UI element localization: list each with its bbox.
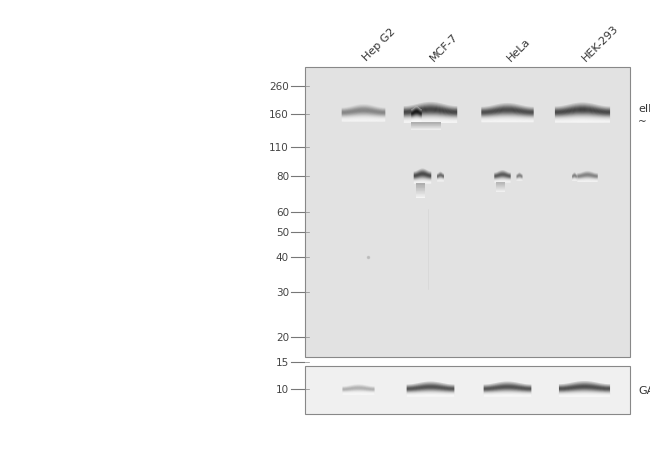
Text: eIF4G: eIF4G — [638, 104, 650, 114]
Bar — [305, 366, 630, 414]
Text: 10: 10 — [276, 384, 289, 394]
Text: 110: 110 — [269, 143, 289, 153]
Text: 60: 60 — [276, 207, 289, 217]
Text: 15: 15 — [276, 357, 289, 367]
Text: Hep G2: Hep G2 — [361, 26, 397, 63]
Text: HEK-293: HEK-293 — [580, 23, 620, 63]
Text: 50: 50 — [276, 228, 289, 238]
Text: 160: 160 — [269, 110, 289, 120]
Text: GAPDH: GAPDH — [638, 385, 650, 395]
Text: HeLa: HeLa — [505, 36, 532, 63]
Text: 40: 40 — [276, 253, 289, 263]
Bar — [305, 68, 630, 357]
Text: 260: 260 — [269, 82, 289, 92]
Text: 20: 20 — [276, 332, 289, 342]
Text: ~ 200 kDa: ~ 200 kDa — [638, 117, 650, 127]
Text: 30: 30 — [276, 288, 289, 298]
Text: MCF-7: MCF-7 — [428, 31, 460, 63]
Text: 80: 80 — [276, 172, 289, 182]
